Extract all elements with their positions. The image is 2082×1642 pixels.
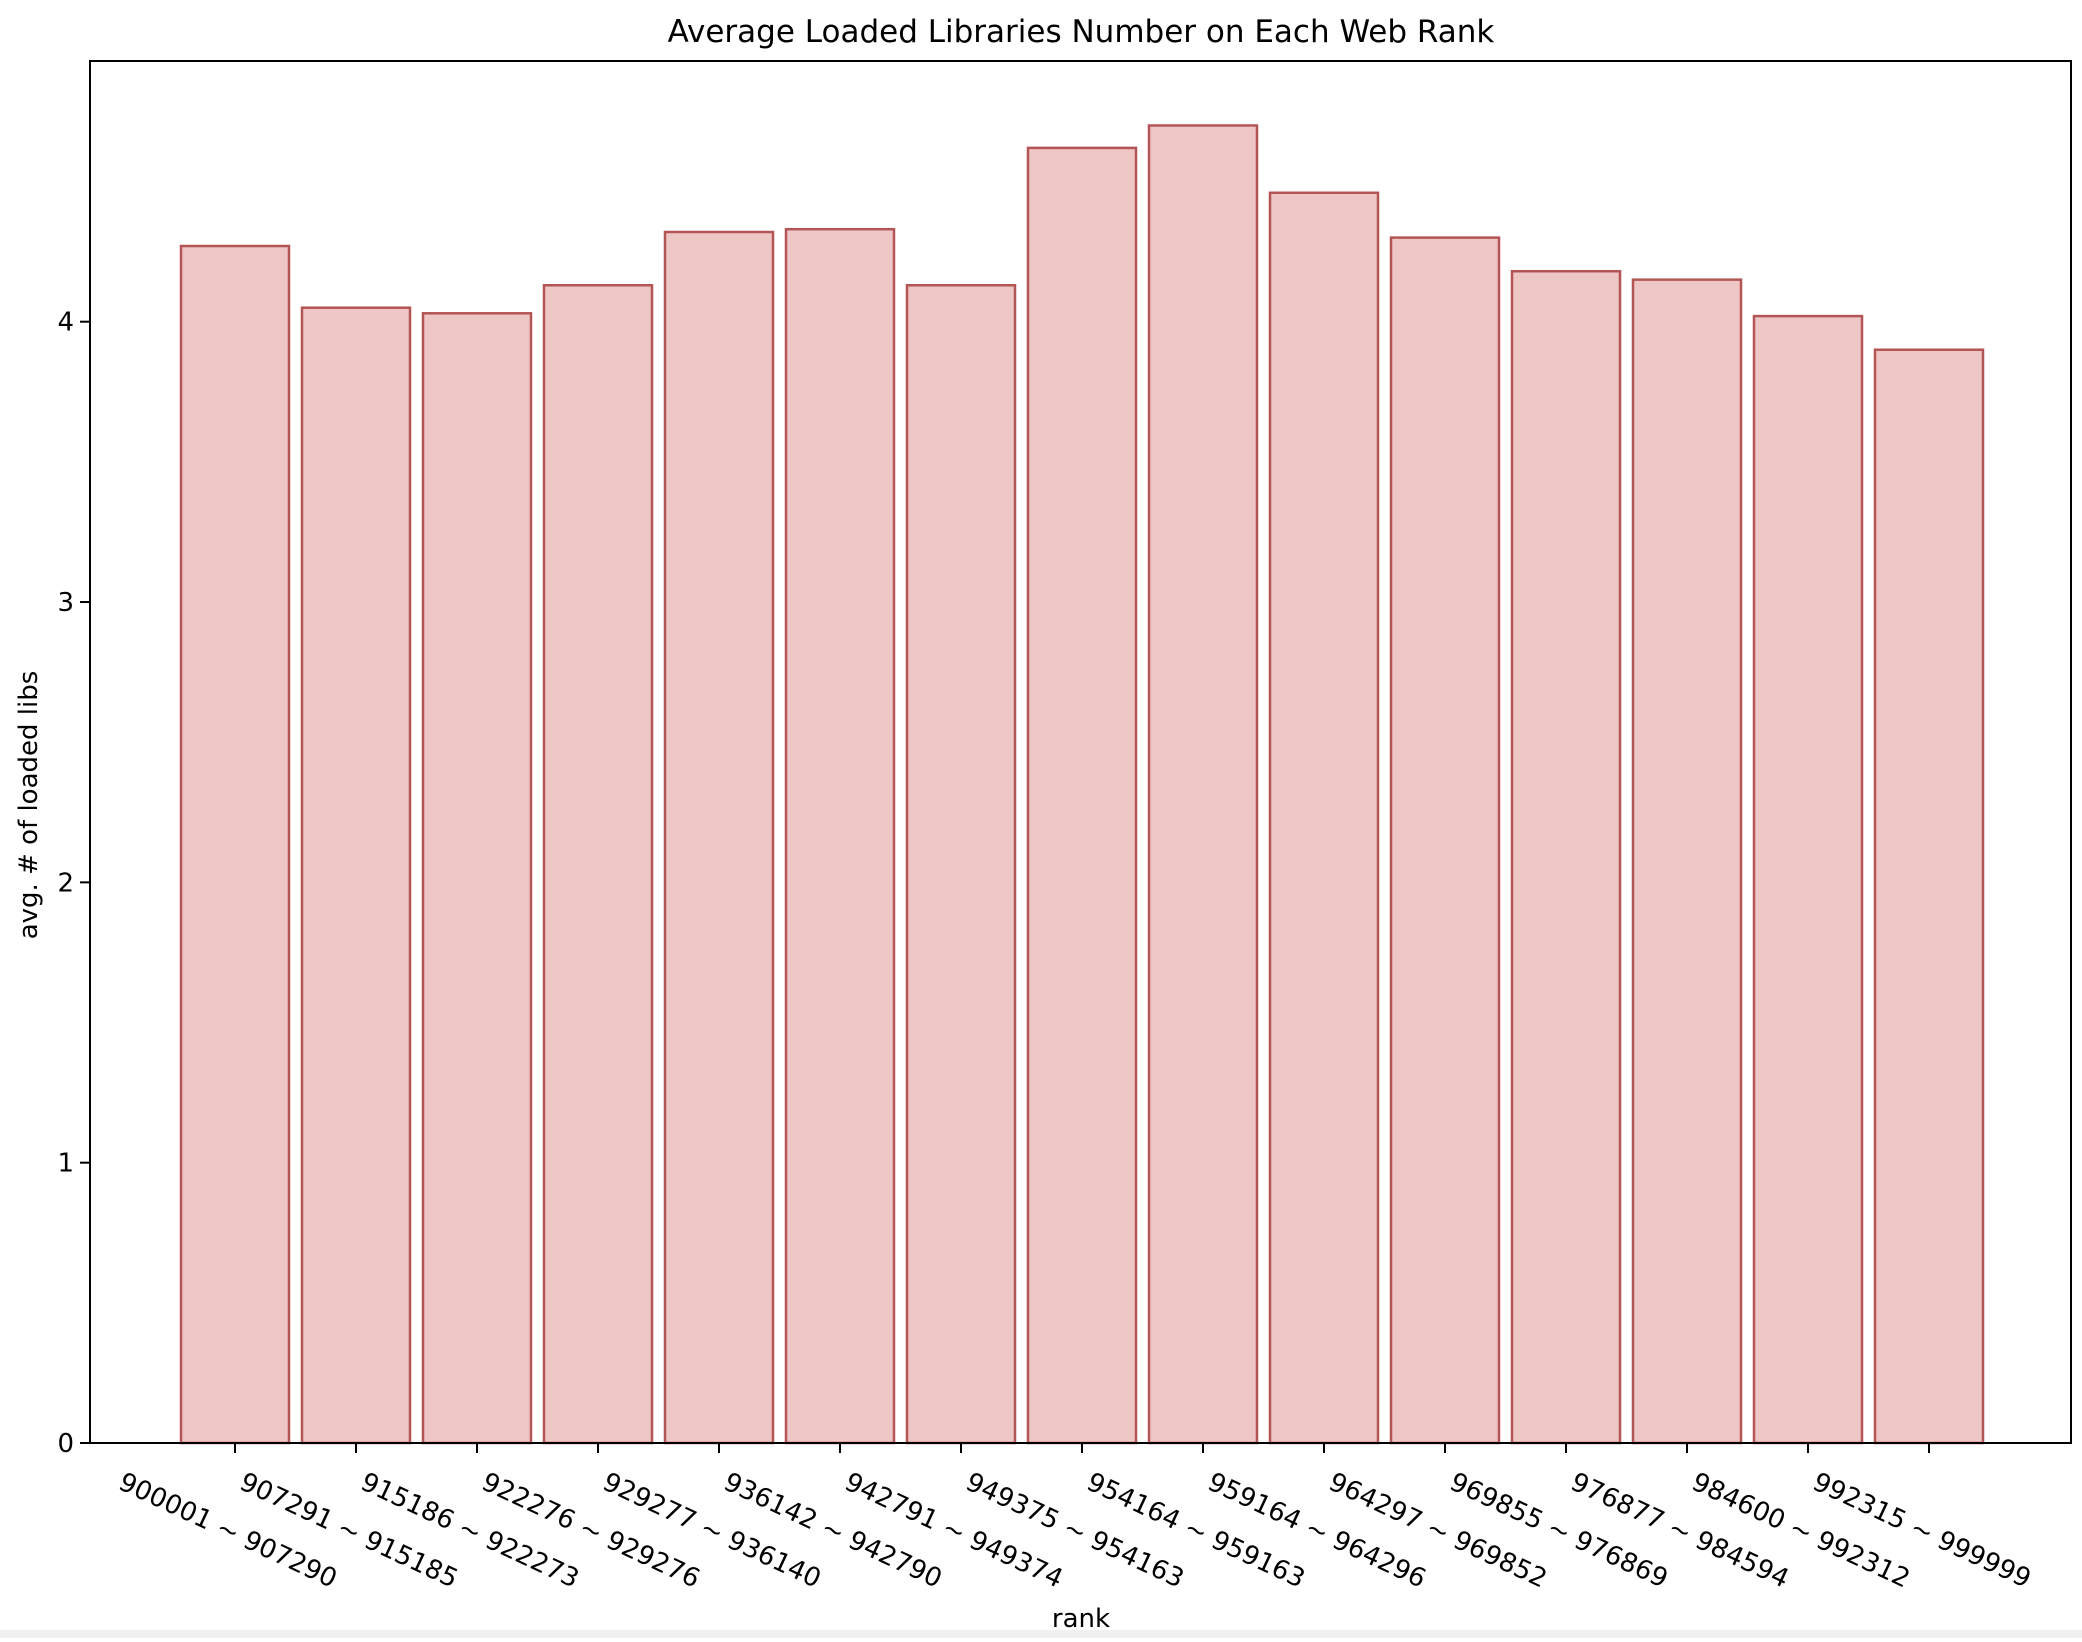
x-tick-label-12: 976877 ~ 984594 bbox=[1566, 1467, 1793, 1594]
bar-14 bbox=[1873, 348, 1985, 1445]
x-tick-label-7: 949375 ~ 954163 bbox=[961, 1467, 1188, 1594]
x-tick-label-4: 929277 ~ 936140 bbox=[598, 1467, 825, 1594]
y-tick-label-4: 4 bbox=[57, 308, 74, 338]
x-tick-label-14: 992315 ~ 999999 bbox=[1808, 1467, 2035, 1594]
bar-0 bbox=[179, 244, 291, 1445]
x-tick-label-13: 984600 ~ 992312 bbox=[1687, 1467, 1914, 1594]
bar-4 bbox=[663, 230, 775, 1445]
bar-9 bbox=[1268, 191, 1380, 1445]
bar-1 bbox=[300, 306, 412, 1445]
bar-7 bbox=[1026, 146, 1138, 1445]
x-tick-label-1: 907291 ~ 915185 bbox=[235, 1467, 462, 1594]
bar-2 bbox=[421, 312, 533, 1445]
plot-frame bbox=[89, 60, 2072, 1444]
y-tick-label-2: 2 bbox=[57, 868, 74, 898]
y-tick-label-0: 0 bbox=[57, 1429, 74, 1459]
bar-10 bbox=[1389, 236, 1501, 1445]
x-tick-label-5: 936142 ~ 942790 bbox=[719, 1467, 946, 1594]
chart-title: Average Loaded Libraries Number on Each … bbox=[668, 14, 1495, 50]
x-tick-label-6: 942791 ~ 949374 bbox=[840, 1467, 1067, 1594]
x-tick-label-3: 922276 ~ 929276 bbox=[477, 1467, 704, 1594]
bottom-strip bbox=[0, 1630, 2082, 1638]
x-tick-label-2: 915186 ~ 922273 bbox=[356, 1467, 583, 1594]
bar-6 bbox=[905, 284, 1017, 1445]
x-tick-label-8: 954164 ~ 959163 bbox=[1082, 1467, 1309, 1594]
y-ticks-group: 0 1 2 3 4 bbox=[57, 308, 90, 1459]
x-tick-label-0: 900001 ~ 907290 bbox=[114, 1467, 341, 1594]
bar-12 bbox=[1631, 278, 1743, 1445]
bar-3 bbox=[542, 284, 654, 1445]
bar-13 bbox=[1752, 314, 1864, 1445]
bar-11 bbox=[1510, 269, 1622, 1445]
x-tick-label-9: 959164 ~ 964296 bbox=[1203, 1467, 1430, 1594]
bar-8 bbox=[1147, 124, 1259, 1445]
y-axis-label: avg. # of loaded libs bbox=[14, 671, 44, 940]
bars-group bbox=[179, 124, 1985, 1445]
bar-5 bbox=[784, 227, 896, 1445]
x-tick-label-11: 969855 ~ 976869 bbox=[1445, 1467, 1672, 1594]
y-tick-label-3: 3 bbox=[57, 588, 74, 618]
y-tick-label-1: 1 bbox=[57, 1149, 74, 1179]
x-axis-label: rank bbox=[1052, 1604, 1110, 1634]
x-tick-label-10: 964297 ~ 969852 bbox=[1324, 1467, 1551, 1594]
